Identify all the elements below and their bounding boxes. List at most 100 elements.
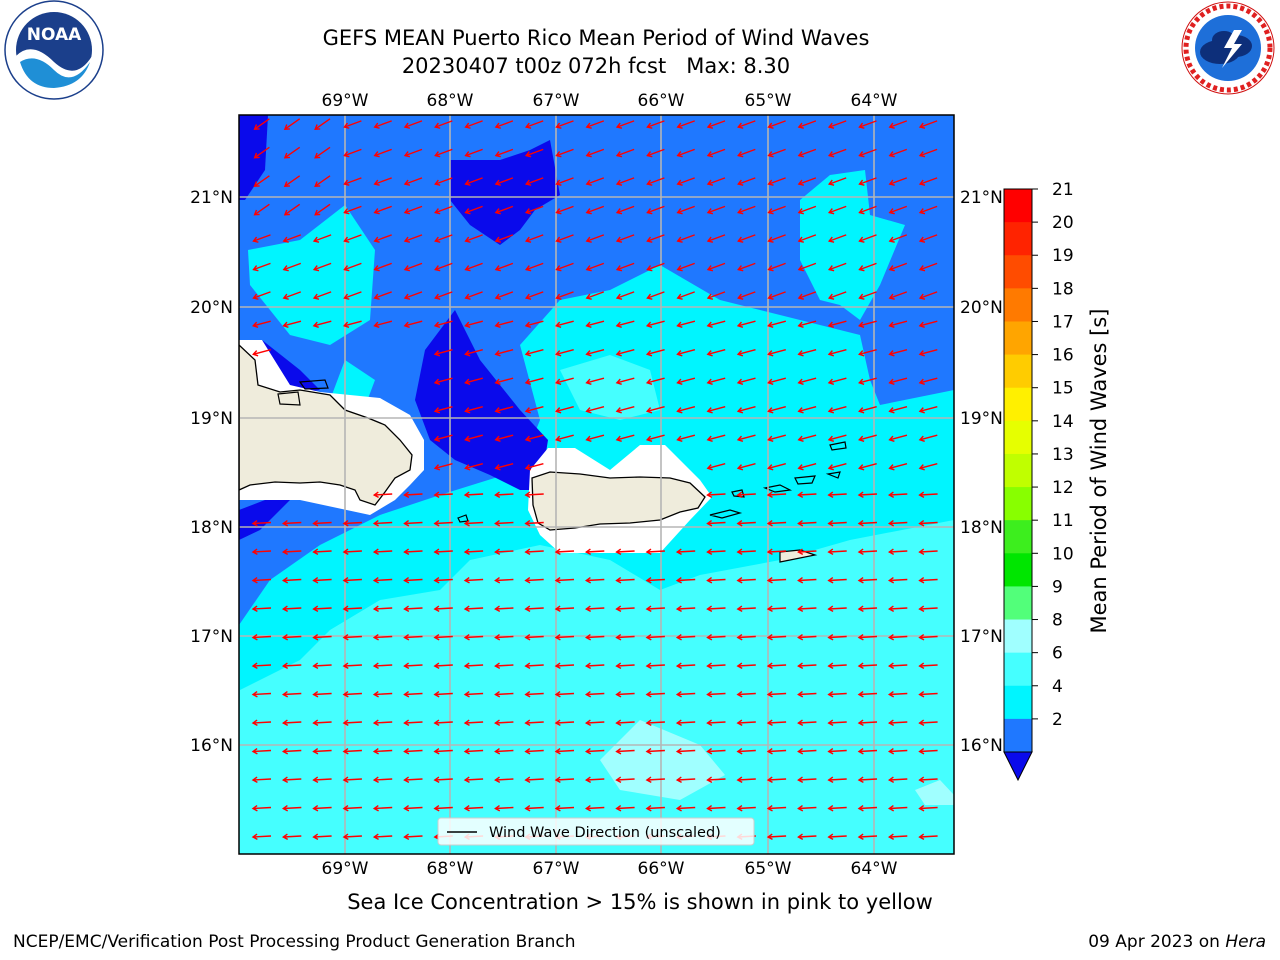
wind-wave-arrow bbox=[919, 234, 938, 242]
wind-wave-arrowhead bbox=[888, 435, 895, 442]
wind-wave-arrow bbox=[707, 607, 726, 610]
wind-wave-arrowhead bbox=[857, 548, 864, 556]
wind-wave-arrowhead bbox=[676, 122, 683, 129]
wind-wave-arrow bbox=[253, 262, 271, 271]
wind-wave-arrowhead bbox=[827, 520, 834, 527]
wind-wave-arrowhead bbox=[887, 833, 895, 841]
wind-wave-arrow bbox=[495, 234, 514, 242]
lon-tick-label: 65°W bbox=[745, 91, 792, 111]
wind-wave-arrow bbox=[313, 778, 332, 781]
wind-wave-arrowhead bbox=[676, 293, 683, 300]
wind-wave-arrowhead bbox=[797, 236, 804, 243]
wind-wave-arrowhead bbox=[554, 776, 561, 784]
wind-wave-arrow bbox=[738, 177, 756, 185]
wind-wave-arrow bbox=[616, 262, 635, 271]
wind-wave-arrowhead bbox=[314, 181, 321, 187]
wind-wave-arrowhead bbox=[434, 151, 441, 158]
wind-wave-arrowhead bbox=[645, 776, 652, 784]
wind-wave-arrowhead bbox=[797, 719, 804, 727]
wind-wave-arrowhead bbox=[675, 719, 682, 727]
wind-wave-arrow bbox=[252, 749, 272, 753]
wind-wave-arrowhead bbox=[615, 691, 622, 698]
wind-wave-arrowhead bbox=[858, 350, 865, 357]
lon-tick-label: 64°W bbox=[851, 859, 898, 879]
colorbar-tick-label: 18 bbox=[1052, 279, 1074, 299]
wind-wave-arrowhead bbox=[282, 236, 289, 243]
wind-wave-arrowhead bbox=[494, 407, 501, 414]
wind-wave-arrow bbox=[284, 203, 301, 216]
wind-wave-arrow bbox=[525, 320, 544, 327]
wind-wave-arrowhead bbox=[827, 605, 834, 613]
wind-wave-arrowhead bbox=[403, 122, 411, 129]
wind-wave-arrowhead bbox=[615, 548, 622, 556]
wind-wave-arrow bbox=[586, 205, 605, 214]
wind-wave-arrow bbox=[404, 493, 423, 496]
wind-wave-arrow bbox=[343, 806, 362, 810]
wind-wave-arrow bbox=[465, 692, 484, 696]
wind-wave-arrowhead bbox=[737, 179, 744, 186]
wind-wave-arrowhead bbox=[372, 577, 379, 584]
wind-wave-arrow bbox=[252, 835, 272, 838]
wind-wave-arrowhead bbox=[615, 719, 622, 727]
wind-wave-arrow bbox=[859, 377, 877, 384]
wind-wave-arrow bbox=[283, 692, 302, 696]
wind-wave-arrowhead bbox=[797, 321, 804, 328]
wind-wave-arrow bbox=[919, 120, 938, 128]
lon-tick-label: 66°W bbox=[638, 859, 685, 879]
wind-wave-arrowhead bbox=[524, 236, 532, 243]
wind-wave-arrowhead bbox=[555, 407, 562, 414]
wind-wave-arrow bbox=[586, 406, 605, 412]
wind-wave-arrowhead bbox=[281, 577, 289, 584]
island-anguilla bbox=[825, 441, 847, 479]
wind-wave-arrowhead bbox=[585, 435, 592, 442]
wind-wave-arrow bbox=[495, 463, 514, 469]
wind-wave-arrowhead bbox=[342, 577, 349, 584]
wind-wave-arrow bbox=[798, 692, 817, 696]
wind-wave-arrow bbox=[555, 664, 575, 667]
wind-wave-arrow bbox=[313, 692, 332, 696]
lon-tick-label: 66°W bbox=[638, 91, 685, 111]
wind-wave-arrow bbox=[374, 721, 393, 724]
wind-wave-arrow bbox=[465, 550, 484, 553]
wind-wave-arrow bbox=[313, 835, 332, 838]
wind-wave-arrow bbox=[495, 607, 514, 610]
wind-wave-arrow bbox=[555, 778, 575, 781]
wind-wave-arrow bbox=[252, 664, 272, 667]
wind-wave-arrow bbox=[738, 291, 756, 299]
wind-wave-arrowhead bbox=[281, 833, 289, 841]
wind-wave-arrow bbox=[465, 521, 484, 525]
wind-wave-arrow bbox=[434, 607, 453, 610]
wind-wave-arrowhead bbox=[858, 151, 865, 158]
wind-wave-arrow bbox=[465, 377, 483, 384]
wind-wave-arrow bbox=[314, 118, 331, 130]
lon-tick-label: 64°W bbox=[851, 91, 898, 111]
wind-wave-arrowhead bbox=[251, 833, 258, 841]
wind-wave-arrow bbox=[434, 578, 453, 582]
wind-wave-arrowhead bbox=[645, 435, 653, 442]
wind-wave-arrowhead bbox=[554, 548, 561, 556]
wind-wave-arrowhead bbox=[827, 662, 834, 670]
wind-wave-arrowhead bbox=[797, 805, 804, 812]
wind-wave-arrow bbox=[707, 463, 726, 469]
wind-wave-arrowhead bbox=[494, 548, 501, 556]
wind-wave-arrowhead bbox=[888, 265, 895, 272]
colorbar-swatch bbox=[1004, 321, 1032, 356]
wind-wave-arrowhead bbox=[403, 179, 411, 186]
wind-wave-arrowhead bbox=[615, 208, 623, 215]
wind-wave-arrowhead bbox=[615, 293, 623, 300]
wind-wave-arrow bbox=[707, 434, 726, 441]
wind-wave-arrow bbox=[465, 234, 483, 242]
colorbar-tick-label: 2 bbox=[1052, 710, 1063, 730]
wind-wave-arrowhead bbox=[827, 236, 835, 243]
wind-wave-arrow bbox=[737, 493, 756, 496]
wind-wave-arrowhead bbox=[494, 662, 501, 670]
wind-wave-arrowhead bbox=[858, 179, 865, 186]
wind-wave-arrowhead bbox=[736, 520, 743, 527]
wind-wave-arrow bbox=[768, 406, 786, 412]
wind-wave-arrow bbox=[556, 177, 574, 185]
wind-wave-arrow bbox=[374, 778, 393, 781]
lon-tick-label: 67°W bbox=[533, 91, 580, 111]
wind-wave-arrowhead bbox=[342, 691, 349, 698]
wind-wave-arrowhead bbox=[312, 293, 320, 300]
wind-wave-arrow bbox=[313, 262, 332, 271]
